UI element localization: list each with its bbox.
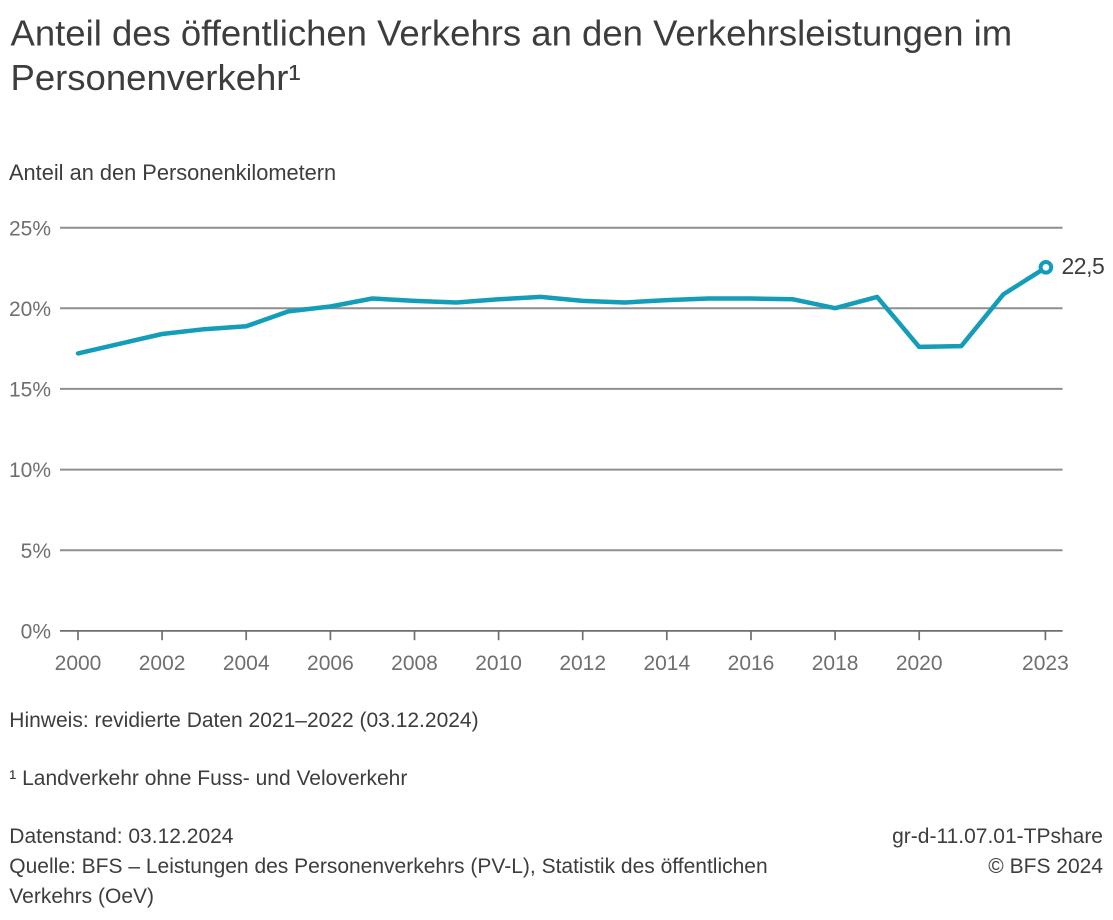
svg-text:Datenstand: 03.12.2024: Datenstand: 03.12.2024 <box>9 825 234 848</box>
svg-text:2010: 2010 <box>475 652 522 675</box>
svg-text:2008: 2008 <box>391 652 438 675</box>
svg-text:15%: 15% <box>9 379 51 402</box>
svg-text:2018: 2018 <box>812 652 859 675</box>
svg-text:22,5: 22,5 <box>1062 253 1105 279</box>
svg-text:2012: 2012 <box>559 652 606 675</box>
svg-text:2004: 2004 <box>223 652 270 675</box>
svg-text:2016: 2016 <box>728 652 775 675</box>
svg-text:2014: 2014 <box>643 652 690 675</box>
svg-text:2023: 2023 <box>1022 652 1069 675</box>
svg-text:gr-d-11.07.01-TPshare: gr-d-11.07.01-TPshare <box>892 825 1103 848</box>
svg-text:5%: 5% <box>21 540 51 563</box>
svg-text:2020: 2020 <box>896 652 943 675</box>
svg-text:2006: 2006 <box>307 652 354 675</box>
svg-text:Hinweis: revidierte Daten 2021: Hinweis: revidierte Daten 2021–2022 (03.… <box>9 709 478 732</box>
svg-text:10%: 10% <box>9 459 51 482</box>
svg-text:Anteil des öffentlichen Verkeh: Anteil des öffentlichen Verkehrs an den … <box>11 13 1013 54</box>
svg-text:Verkehrs (OeV): Verkehrs (OeV) <box>9 885 154 908</box>
svg-text:2002: 2002 <box>139 652 186 675</box>
svg-text:Anteil an den Personenkilomete: Anteil an den Personenkilometern <box>9 160 336 185</box>
svg-text:Personenverkehr¹: Personenverkehr¹ <box>11 57 301 98</box>
svg-text:25%: 25% <box>9 217 51 240</box>
svg-text:20%: 20% <box>9 298 51 321</box>
svg-text:0%: 0% <box>21 621 51 644</box>
svg-text:Quelle: BFS – Leistungen des P: Quelle: BFS – Leistungen des Personenver… <box>9 855 767 878</box>
svg-text:2000: 2000 <box>55 652 102 675</box>
svg-text:© BFS 2024: © BFS 2024 <box>988 855 1103 878</box>
svg-text:¹ Landverkehr ohne Fuss- und V: ¹ Landverkehr ohne Fuss- und Veloverkehr <box>9 767 407 790</box>
